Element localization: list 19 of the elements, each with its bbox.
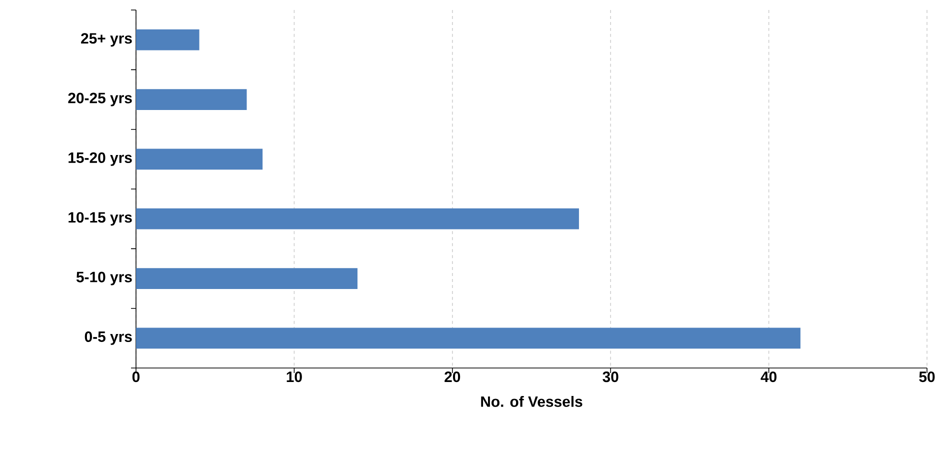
bar: [136, 148, 263, 170]
x-tick-label: 40: [760, 372, 776, 382]
y-tick-label: 20-25 yrs: [68, 92, 132, 106]
y-tick-label: 0-5 yrs: [84, 331, 132, 345]
y-tick-label: 10-15 yrs: [68, 212, 132, 226]
y-tick-label: 5-10 yrs: [76, 272, 132, 286]
x-tick-label: 50: [919, 372, 935, 382]
bar: [136, 208, 579, 230]
bar: [136, 328, 800, 349]
y-tick-label: 15-20 yrs: [68, 152, 132, 166]
x-tick-label: 0: [132, 372, 140, 382]
bar: [136, 29, 200, 50]
x-axis-title: No. of Vessels: [481, 396, 582, 407]
bar: [136, 89, 247, 110]
x-tick-label: 10: [286, 372, 302, 382]
x-tick-label: 30: [602, 372, 618, 382]
x-tick-label: 20: [444, 372, 460, 382]
y-tick-label: 25+ yrs: [81, 33, 132, 47]
bar: [136, 268, 358, 289]
